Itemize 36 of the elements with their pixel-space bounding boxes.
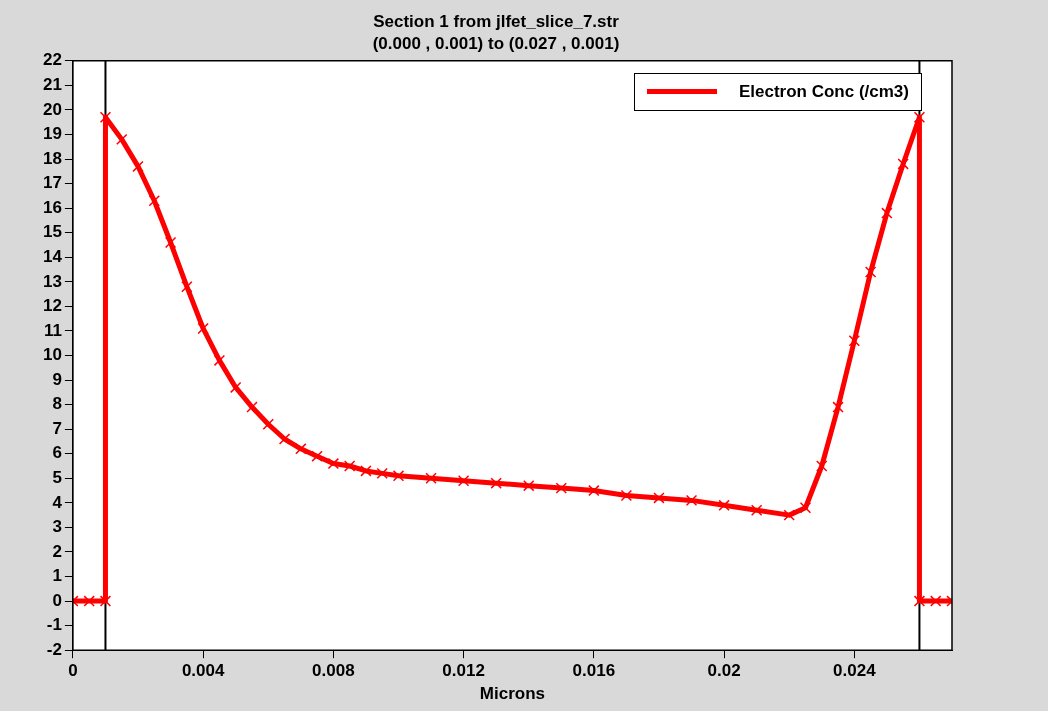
y-tick-label: 10 — [42, 345, 62, 365]
y-tick-label: 17 — [42, 173, 62, 193]
y-tick-label: 7 — [52, 418, 62, 438]
y-tick-label: 14 — [42, 246, 63, 266]
y-tick-label: 0 — [52, 590, 62, 610]
x-tick-label: 0.016 — [572, 661, 616, 681]
y-tick-label: 9 — [52, 369, 62, 389]
y-tick-label: -1 — [46, 615, 62, 635]
x-tick-label: 0.008 — [312, 661, 355, 681]
x-tick-label: 0.012 — [442, 661, 485, 681]
x-tick-label: 0.02 — [707, 661, 741, 681]
y-tick-label: 21 — [42, 75, 62, 95]
y-tick-label: 15 — [42, 222, 62, 242]
y-tick-label: 19 — [42, 124, 62, 144]
chart-title: Section 1 from jlfet_slice_7.str — [373, 11, 620, 31]
legend-label: Electron Conc (/cm3) — [738, 81, 909, 102]
x-tick-label: 0.004 — [181, 661, 225, 681]
y-tick-label: 4 — [52, 492, 63, 512]
y-tick-label: 2 — [52, 541, 62, 561]
y-tick-label: 6 — [52, 443, 62, 463]
chart-subtitle: (0.000 , 0.001) to (0.027 , 0.001) — [372, 34, 620, 54]
y-tick-label: 1 — [52, 566, 62, 586]
y-tick-label: 22 — [42, 50, 62, 70]
y-tick-label: 8 — [52, 394, 62, 414]
y-tick-label: 12 — [42, 296, 62, 316]
y-tick-label: 20 — [42, 99, 62, 119]
y-tick-label: 18 — [42, 148, 62, 168]
y-tick-label: -2 — [46, 639, 62, 659]
x-tick-label: 0.024 — [833, 661, 877, 681]
y-tick-label: 5 — [52, 467, 62, 487]
y-tick-label: 16 — [42, 197, 62, 217]
y-tick-label: 3 — [52, 517, 62, 537]
y-tick-label: 13 — [42, 271, 62, 291]
x-axis-title: Microns — [479, 684, 546, 704]
y-tick-label: 11 — [43, 320, 62, 340]
x-tick-label: 0 — [68, 661, 78, 681]
